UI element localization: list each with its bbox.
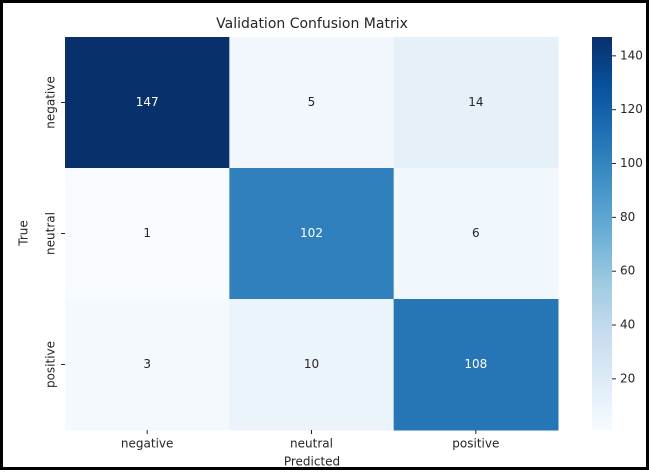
colorbar-tick-label: 140: [620, 48, 643, 62]
cell-label: 5: [308, 95, 316, 109]
heatmap-cell: [65, 168, 230, 300]
cell-label: 102: [300, 226, 323, 240]
heatmap-cell: [229, 37, 395, 169]
heatmap-cell: [229, 299, 395, 431]
x-tick-label: neutral: [290, 437, 333, 451]
y-tick-label: positive: [44, 341, 58, 388]
heatmap-cell: [393, 37, 559, 169]
cell-label: 1: [143, 226, 151, 240]
colorbar-tick-label: 40: [620, 318, 635, 332]
heatmap-cell: [393, 299, 559, 431]
y-axis-label: True: [17, 220, 31, 247]
heatmap-cell: [65, 299, 230, 431]
cell-label: 10: [304, 357, 319, 371]
y-tick-label: neutral: [44, 212, 58, 255]
colorbar-tick-label: 80: [620, 210, 635, 224]
heatmap-cell: [65, 37, 230, 169]
chart-title: Validation Confusion Matrix: [216, 16, 408, 32]
colorbar: [592, 37, 612, 430]
cell-label: 6: [472, 226, 480, 240]
x-tick-label: positive: [452, 437, 499, 451]
cell-label: 14: [468, 95, 483, 109]
cell-label: 147: [136, 95, 159, 109]
cell-label: 108: [464, 357, 487, 371]
colorbar-tick-label: 120: [620, 102, 643, 116]
colorbar-tick-label: 60: [620, 264, 635, 278]
colorbar-tick-label: 20: [620, 371, 635, 385]
x-axis-label: Predicted: [284, 455, 340, 469]
colorbar-tick-label: 100: [620, 156, 643, 170]
cell-label: 3: [143, 357, 151, 371]
heatmap-cell: [393, 168, 559, 300]
x-tick-label: negative: [121, 437, 173, 451]
y-tick-label: negative: [44, 76, 58, 128]
heatmap-cell: [229, 168, 395, 300]
